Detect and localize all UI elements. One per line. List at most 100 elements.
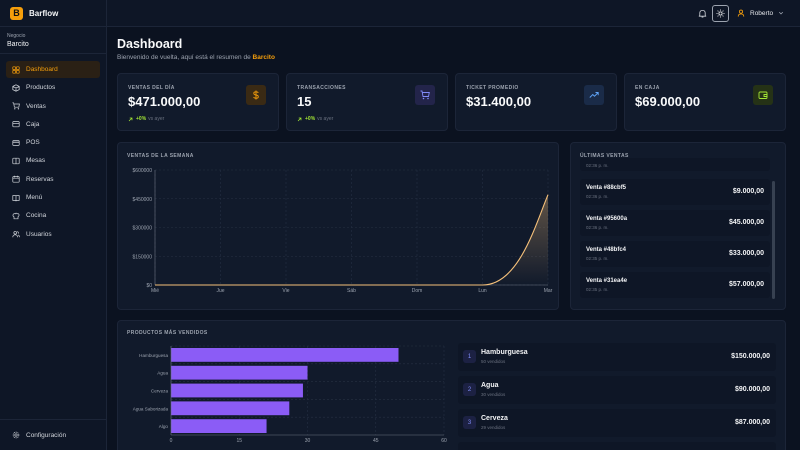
y-tick-label: $0: [146, 283, 152, 289]
product-amount: $90.000,00: [734, 386, 770, 393]
user-icon: [737, 9, 745, 17]
x-tick-label: 60: [441, 438, 447, 444]
brand-logo: B: [10, 6, 23, 20]
user-name: Roberto: [750, 9, 774, 17]
kpi-label: TICKET PROMEDIO: [466, 85, 519, 91]
y-tick-label: $450000: [133, 197, 153, 203]
kpi-change-compare: vs ayer: [148, 116, 165, 122]
card-icon: [12, 139, 20, 146]
kpi-card-transactions: TRANSACCIONES 15 +0% vs ayer: [286, 73, 448, 131]
sale-time: 02:35 p. m.: [586, 287, 609, 292]
business-selector[interactable]: Negocio Barcito: [0, 27, 106, 54]
sidebar-item-reservas[interactable]: Reservas: [6, 171, 100, 188]
sale-time: 02:36 p. m.: [586, 225, 609, 230]
y-tick-label: $600000: [133, 168, 153, 174]
brand-name: Barflow: [29, 8, 59, 18]
kpi-icon-box: [753, 85, 773, 105]
bell-icon: [698, 9, 707, 18]
chevron-down-icon: [779, 11, 784, 15]
user-menu[interactable]: Roberto: [737, 9, 789, 17]
subtitle-business: Barcito: [252, 54, 275, 61]
sidebar-item-configuracion[interactable]: Configuración: [0, 419, 107, 450]
kpi-change-compare: vs ayer: [317, 116, 334, 122]
product-rank: 2: [463, 383, 476, 396]
sidebar-item-ventas[interactable]: Ventas: [6, 98, 100, 115]
sidebar-item-dashboard[interactable]: Dashboard: [6, 61, 100, 78]
business-name: Barcito: [7, 41, 29, 48]
recent-sales-scrollbar[interactable]: [772, 181, 775, 299]
sidebar-item-cocina[interactable]: Cocina: [6, 207, 100, 224]
arrow-up-right-icon: [297, 117, 302, 121]
home-icon: [12, 65, 20, 74]
x-tick-label: Lun: [478, 288, 487, 294]
kpi-label: VENTAS DEL DÍA: [128, 85, 175, 91]
product-row[interactable]: 3 Cerveza 29 vendidos $87.000,00: [458, 409, 776, 437]
product-sold: 50 vendidos: [481, 359, 506, 364]
product-amount: $87.000,00: [734, 419, 770, 426]
sidebar-item-usuarios[interactable]: Usuarios: [6, 226, 100, 243]
sidebar-item-label: Dashboard: [26, 66, 58, 73]
theme-toggle-button[interactable]: [712, 5, 729, 22]
sidebar: B Barflow Negocio Barcito Dashboard Prod…: [0, 0, 107, 450]
series-line: [154, 194, 549, 286]
calendar-icon: [12, 176, 20, 183]
x-tick-label: 30: [305, 438, 311, 444]
kpi-change-value: +0%: [136, 116, 147, 122]
y-tick-label: $300000: [133, 226, 153, 232]
trending-up-icon: [589, 92, 599, 98]
sale-row[interactable]: Venta #88cbf5 02:36 p. m. $9.000,00: [580, 179, 770, 205]
sidebar-item-label: Cocina: [26, 212, 47, 220]
sidebar-item-label: Mesas: [26, 157, 46, 165]
sidebar-item-caja[interactable]: Caja: [6, 116, 100, 133]
sale-name: Venta #31ea4e: [586, 278, 628, 284]
area-fill: [155, 194, 548, 285]
brand[interactable]: B Barflow: [0, 0, 106, 27]
box-icon: [12, 84, 20, 92]
product-sold: 29 vendidos: [481, 425, 506, 430]
sale-row-partial[interactable]: 02:36 p. m.: [580, 158, 770, 171]
cart-icon: [12, 102, 20, 110]
x-tick-label: Dom: [412, 288, 423, 294]
sidebar-item-mesas[interactable]: Mesas: [6, 152, 100, 169]
sale-amount: $45.000,00: [728, 219, 764, 226]
topbar: Roberto: [107, 0, 800, 27]
y-tick-label: $150000: [133, 254, 153, 260]
sale-row[interactable]: Venta #48bfc4 02:35 p. m. $33.000,00: [580, 241, 770, 267]
sidebar-nav: Dashboard Productos Ventas Caja POS Mesa…: [0, 54, 106, 243]
bar: [171, 365, 308, 380]
weekly-sales-title: VENTAS DE LA SEMANA: [127, 153, 194, 159]
kpi-card-sales: VENTAS DEL DÍA $471.000,00 +0% vs ayer: [117, 73, 279, 131]
product-row[interactable]: 2 Agua 30 vendidos $90.000,00: [458, 376, 776, 404]
sale-name: Venta #48bfc4: [586, 247, 627, 253]
table-icon: [12, 157, 20, 165]
kpi-label: TRANSACCIONES: [297, 85, 346, 91]
sale-amount: $57.000,00: [728, 281, 764, 288]
kpi-change: +0% vs ayer: [297, 116, 333, 122]
sidebar-item-pos[interactable]: POS: [6, 134, 100, 151]
sale-row[interactable]: Venta #31ea4e 02:35 p. m. $57.000,00: [580, 272, 770, 298]
wallet-icon: [758, 91, 768, 99]
weekly-sales-chart: $0 $150000 $300000 $450000 $600000 Mié Jue Vie S…: [133, 168, 553, 294]
top-products-chart: 0 15 30 45 60 Hamburguesa Agua Cerveza Agua Sabo…: [133, 345, 447, 444]
recent-sales-title: ÚLTIMAS VENTAS: [580, 153, 629, 159]
weekly-sales-card: [117, 142, 559, 310]
sale-row[interactable]: Venta #95600a 02:36 p. m. $45.000,00: [580, 210, 770, 236]
kpi-change: +0% vs ayer: [128, 116, 164, 122]
product-name: Agua: [481, 382, 499, 389]
sale-time: 02:36 p. m.: [586, 194, 609, 199]
kpi-value: $69.000,00: [635, 94, 701, 109]
notifications-button[interactable]: [697, 8, 708, 19]
cash-icon: [12, 121, 20, 128]
sidebar-item-menu[interactable]: Menú: [6, 189, 100, 206]
page-subtitle: Bienvenido de vuelta, aquí está el resum…: [117, 54, 275, 61]
product-row[interactable]: 1 Hamburguesa 50 vendidos $150.000,00: [458, 343, 776, 371]
settings-label: Configuración: [26, 431, 67, 439]
bar: [171, 348, 399, 362]
kpi-icon-box: [246, 85, 266, 105]
sale-amount: $9.000,00: [732, 188, 764, 195]
sidebar-item-productos[interactable]: Productos: [6, 79, 100, 96]
product-row-partial[interactable]: [458, 442, 776, 450]
sale-name: Venta #95600a: [586, 216, 628, 222]
x-tick-label: Vie: [282, 288, 289, 294]
chef-icon: [12, 212, 20, 220]
